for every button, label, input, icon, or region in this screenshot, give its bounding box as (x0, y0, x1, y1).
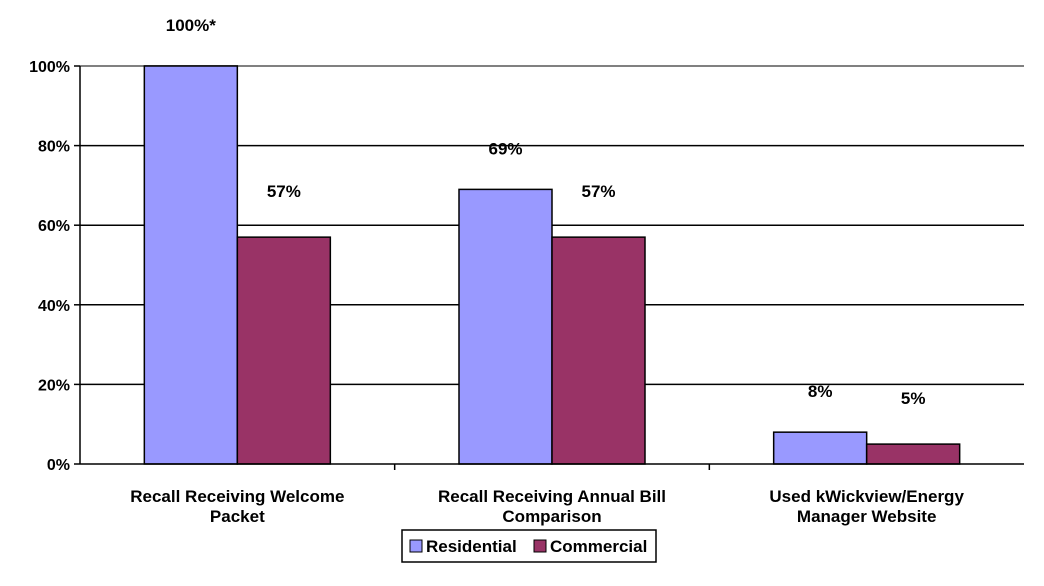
category-label: Recall Receiving Welcome (130, 487, 344, 506)
legend-box (401, 529, 657, 563)
y-tick-label: 40% (38, 298, 70, 315)
bar-residential-1 (143, 65, 239, 465)
category-label: Used kWickview/Energy (769, 487, 964, 506)
category-label: Recall Receiving Annual Bill (438, 487, 666, 506)
bar-residential-3 (772, 431, 868, 465)
y-tick-label: 80% (38, 139, 70, 156)
data-label-residential-2: 69% (488, 139, 522, 158)
data-label-residential-1: 100%* (166, 16, 216, 35)
data-label-residential-3: 8% (808, 382, 833, 401)
y-tick-label: 60% (38, 218, 70, 235)
y-tick-label: 20% (38, 377, 70, 394)
legend: Residential Commercial (401, 529, 657, 563)
bar-residential-2 (458, 188, 553, 465)
legend-label-commercial: Commercial (550, 537, 647, 556)
bar-commercial-1 (236, 236, 332, 465)
bar-commercial-2 (551, 236, 646, 465)
y-tick-labels: 0% 20% 40% 60% 80% 100% (29, 59, 70, 474)
category-label: Packet (210, 507, 265, 526)
bars (143, 65, 961, 465)
data-label-commercial-3: 5% (901, 389, 926, 408)
legend-swatch-commercial (533, 539, 547, 553)
data-label-commercial-2: 57% (581, 182, 615, 201)
axes (74, 65, 1024, 470)
category-label: Comparison (502, 507, 601, 526)
y-tick-label: 0% (47, 457, 70, 474)
data-labels: 100%* 57% 69% 57% 8% 5% (166, 16, 926, 408)
legend-swatch-residential (409, 539, 423, 553)
legend-label-residential: Residential (426, 537, 517, 556)
bar-commercial-3 (865, 443, 961, 465)
category-label: Manager Website (797, 507, 937, 526)
y-tick-label: 100% (29, 59, 70, 76)
data-label-commercial-1: 57% (267, 182, 301, 201)
